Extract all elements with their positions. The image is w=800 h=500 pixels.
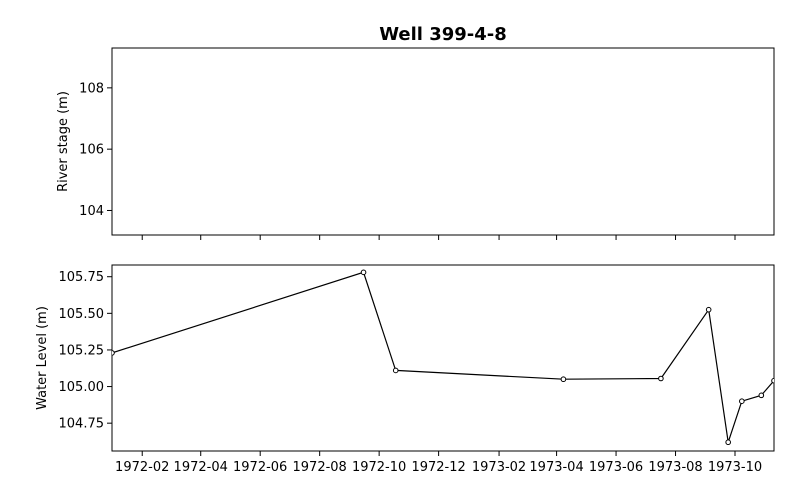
axes-frame (111, 47, 775, 236)
chart-title: Well 399-4-8 (379, 24, 507, 45)
x-tick-label: 1973-08 (648, 460, 702, 475)
y-axis-label: Water Level (m) (35, 306, 50, 410)
y-tick-label: 104.75 (59, 417, 105, 432)
x-tick-label: 1972-04 (174, 460, 228, 475)
x-tick-label: 1973-04 (529, 460, 583, 475)
y-tick-label: 105.50 (59, 307, 105, 322)
data-point (771, 377, 774, 384)
water-level-panel: 104.75 105.00 105.25 105.50 105.75 Water Leve… (35, 264, 775, 475)
data-series (112, 269, 774, 446)
data-point (705, 306, 712, 313)
data-point (739, 398, 745, 405)
river-stage-panel: 104 106 108 River stage (m) (56, 47, 775, 240)
x-tick-label: 1972-06 (233, 460, 287, 475)
data-point (360, 269, 367, 276)
y-tick-label: 105.75 (59, 270, 105, 285)
x-tick-label: 1973-02 (472, 460, 526, 475)
series-line (112, 271, 774, 443)
y-tick-label: 104 (79, 204, 104, 219)
y-axis-label: River stage (m) (56, 91, 71, 192)
x-tick-label: 1972-12 (411, 460, 465, 475)
x-tick-label: 1972-08 (293, 460, 347, 475)
data-point (560, 376, 567, 383)
x-tick-label: 1973-06 (589, 460, 643, 475)
x-tick-label: 1973-10 (708, 460, 762, 475)
y-tick-label: 105.00 (59, 380, 105, 395)
x-tick-label: 1972-10 (352, 460, 406, 475)
y-tick-label: 108 (79, 81, 104, 96)
data-point (658, 375, 664, 382)
data-point (725, 439, 731, 446)
y-tick-label: 106 (79, 143, 104, 158)
x-tick-label: 1972-02 (115, 460, 169, 475)
data-point (758, 392, 765, 399)
y-tick-label: 105.25 (59, 343, 105, 358)
axes-frame (111, 264, 775, 452)
data-point (392, 367, 399, 374)
data-point (112, 350, 115, 356)
